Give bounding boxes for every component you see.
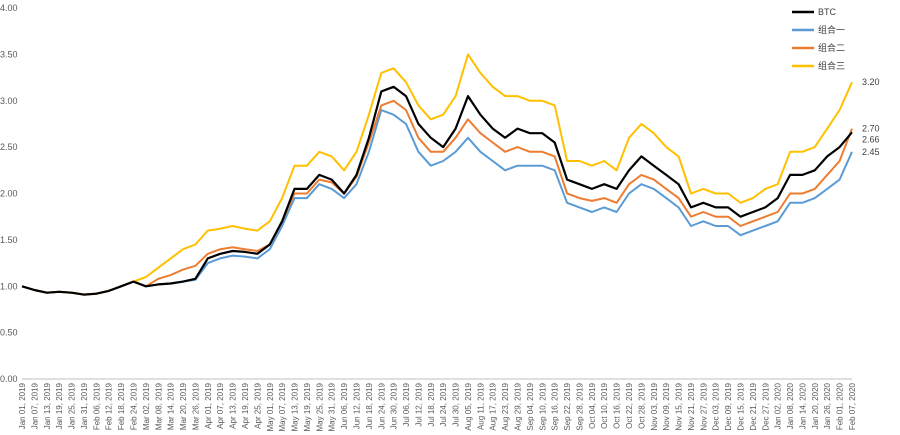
- x-tick-label: Sep 22, 2019: [563, 382, 572, 430]
- x-tick-label: Dec 21, 2019: [749, 382, 758, 430]
- x-tick-label: Jan 14, 2020: [798, 382, 807, 429]
- x-tick-label: Jan 02, 2020: [774, 382, 783, 429]
- x-tick-label: Jan 08, 2020: [786, 382, 795, 429]
- x-tick-label: Sep 28, 2019: [575, 382, 584, 430]
- x-tick-label: Aug 29, 2019: [514, 382, 523, 430]
- x-tick-label: May 07, 2019: [278, 382, 287, 431]
- x-tick-label: Dec 27, 2019: [761, 382, 770, 430]
- x-tick-label: Feb 18, 2019: [117, 382, 126, 430]
- x-tick-label: May 01, 2019: [266, 382, 275, 431]
- x-tick-label: Dec 03, 2019: [712, 382, 721, 430]
- x-tick-label: Jun 24, 2019: [377, 382, 386, 429]
- end-labels: 2.66 2.45 2.70 3.20: [862, 77, 880, 157]
- x-tick-label: Jul 06, 2019: [402, 382, 411, 426]
- end-label: 2.45: [862, 147, 880, 157]
- series-line-2: [21, 109, 853, 296]
- x-tick-label: May 19, 2019: [303, 382, 312, 431]
- x-tick-label: Jun 12, 2019: [352, 382, 361, 429]
- x-tick-label: Jul 30, 2019: [452, 382, 461, 426]
- y-tick-label: 3.00: [0, 96, 18, 106]
- x-tick-label: Jun 06, 2019: [340, 382, 349, 429]
- x-tick-label: Nov 03, 2019: [650, 382, 659, 430]
- x-tick-label: Feb 24, 2019: [129, 382, 138, 430]
- end-label: 2.66: [862, 135, 880, 145]
- x-tick-label: Apr 01, 2019: [204, 382, 213, 428]
- legend-label: 组合三: [818, 60, 845, 71]
- x-tick-label: Feb 07, 2020: [848, 382, 857, 430]
- y-tick-label: 3.50: [0, 49, 18, 59]
- x-tick-label: Oct 28, 2019: [637, 382, 646, 428]
- legend-label: BTC: [818, 7, 837, 17]
- x-tick-label: Mar 02, 2019: [142, 382, 151, 430]
- x-tick-label: Apr 13, 2019: [229, 382, 238, 428]
- y-tick-label: 2.00: [0, 189, 18, 199]
- x-tick-label: Sep 16, 2019: [551, 382, 560, 430]
- x-tick-label: Jan 20, 2020: [811, 382, 820, 429]
- x-tick-label: Feb 01, 2020: [836, 382, 845, 430]
- x-tick-label: Feb 12, 2019: [105, 382, 114, 430]
- x-tick-label: Oct 16, 2019: [613, 382, 622, 428]
- x-tick-label: Feb 06, 2019: [92, 382, 101, 430]
- x-tick-label: May 31, 2019: [328, 382, 337, 431]
- x-tick-label: Jan 25, 2019: [68, 382, 77, 429]
- x-tick-label: Aug 05, 2019: [464, 382, 473, 430]
- y-tick-label: 0.50: [0, 328, 18, 338]
- x-tick-label: Dec 15, 2019: [737, 382, 746, 430]
- x-tick-label: Mar 08, 2019: [154, 382, 163, 430]
- x-tick-label: Mar 20, 2019: [179, 382, 188, 430]
- y-tick-label: 4.00: [0, 3, 18, 13]
- x-tick-label: Mar 26, 2019: [191, 382, 200, 430]
- end-label: 3.20: [862, 77, 880, 87]
- series-line-4: [21, 53, 853, 296]
- x-tick-label: Aug 11, 2019: [476, 382, 485, 430]
- x-tick-label: Jun 18, 2019: [365, 382, 374, 429]
- x-tick-label: Jul 24, 2019: [439, 382, 448, 426]
- x-tick-label: Apr 07, 2019: [216, 382, 225, 428]
- end-label: 2.70: [862, 124, 880, 134]
- x-tick-label: Oct 10, 2019: [600, 382, 609, 428]
- y-tick-label: 1.50: [0, 235, 18, 245]
- x-tick-label: Dec 09, 2019: [724, 382, 733, 430]
- x-tick-label: Sep 04, 2019: [526, 382, 535, 430]
- x-tick-label: Mar 14, 2019: [167, 382, 176, 430]
- x-tick-label: Oct 04, 2019: [588, 382, 597, 428]
- series-lines: [21, 53, 853, 296]
- x-tick-label: Jan 26, 2020: [823, 382, 832, 429]
- x-tick-label: May 13, 2019: [291, 382, 300, 431]
- x-axis-ticks: Jan 01, 2019 Jan 07, 2019 Jan 13, 2019 Jan …: [18, 382, 857, 431]
- x-tick-label: Apr 19, 2019: [241, 382, 250, 428]
- x-tick-label: Apr 25, 2019: [253, 382, 262, 428]
- x-tick-label: Nov 09, 2019: [662, 382, 671, 430]
- y-tick-label: 0.00: [0, 374, 18, 384]
- x-tick-label: Sep 10, 2019: [538, 382, 547, 430]
- series-line-1: [21, 85, 853, 296]
- x-tick-label: Nov 27, 2019: [699, 382, 708, 430]
- x-tick-label: Jan 01, 2019: [18, 382, 27, 429]
- x-tick-label: Oct 22, 2019: [625, 382, 634, 428]
- y-tick-label: 1.00: [0, 281, 18, 291]
- x-tick-label: Jan 19, 2019: [55, 382, 64, 429]
- legend-label: 组合一: [818, 24, 845, 35]
- x-tick-label: Jul 18, 2019: [427, 382, 436, 426]
- x-tick-label: Aug 23, 2019: [501, 382, 510, 430]
- x-tick-label: Nov 21, 2019: [687, 382, 696, 430]
- x-tick-label: Nov 15, 2019: [675, 382, 684, 430]
- x-tick-label: Jan 31, 2019: [80, 382, 89, 429]
- series-line-3: [21, 99, 853, 296]
- x-tick-label: Jun 30, 2019: [390, 382, 399, 429]
- x-tick-label: Jan 13, 2019: [43, 382, 52, 429]
- legend-label: 组合二: [818, 42, 845, 53]
- y-axis-ticks: 0.00 0.50 1.00 1.50 2.00 2.50 3.00 3.50 4.00: [0, 3, 18, 384]
- x-tick-label: Jan 07, 2019: [30, 382, 39, 429]
- x-tick-label: May 25, 2019: [315, 382, 324, 431]
- x-tick-label: Jul 12, 2019: [414, 382, 423, 426]
- y-tick-label: 2.50: [0, 142, 18, 152]
- x-tick-label: Aug 17, 2019: [489, 382, 498, 430]
